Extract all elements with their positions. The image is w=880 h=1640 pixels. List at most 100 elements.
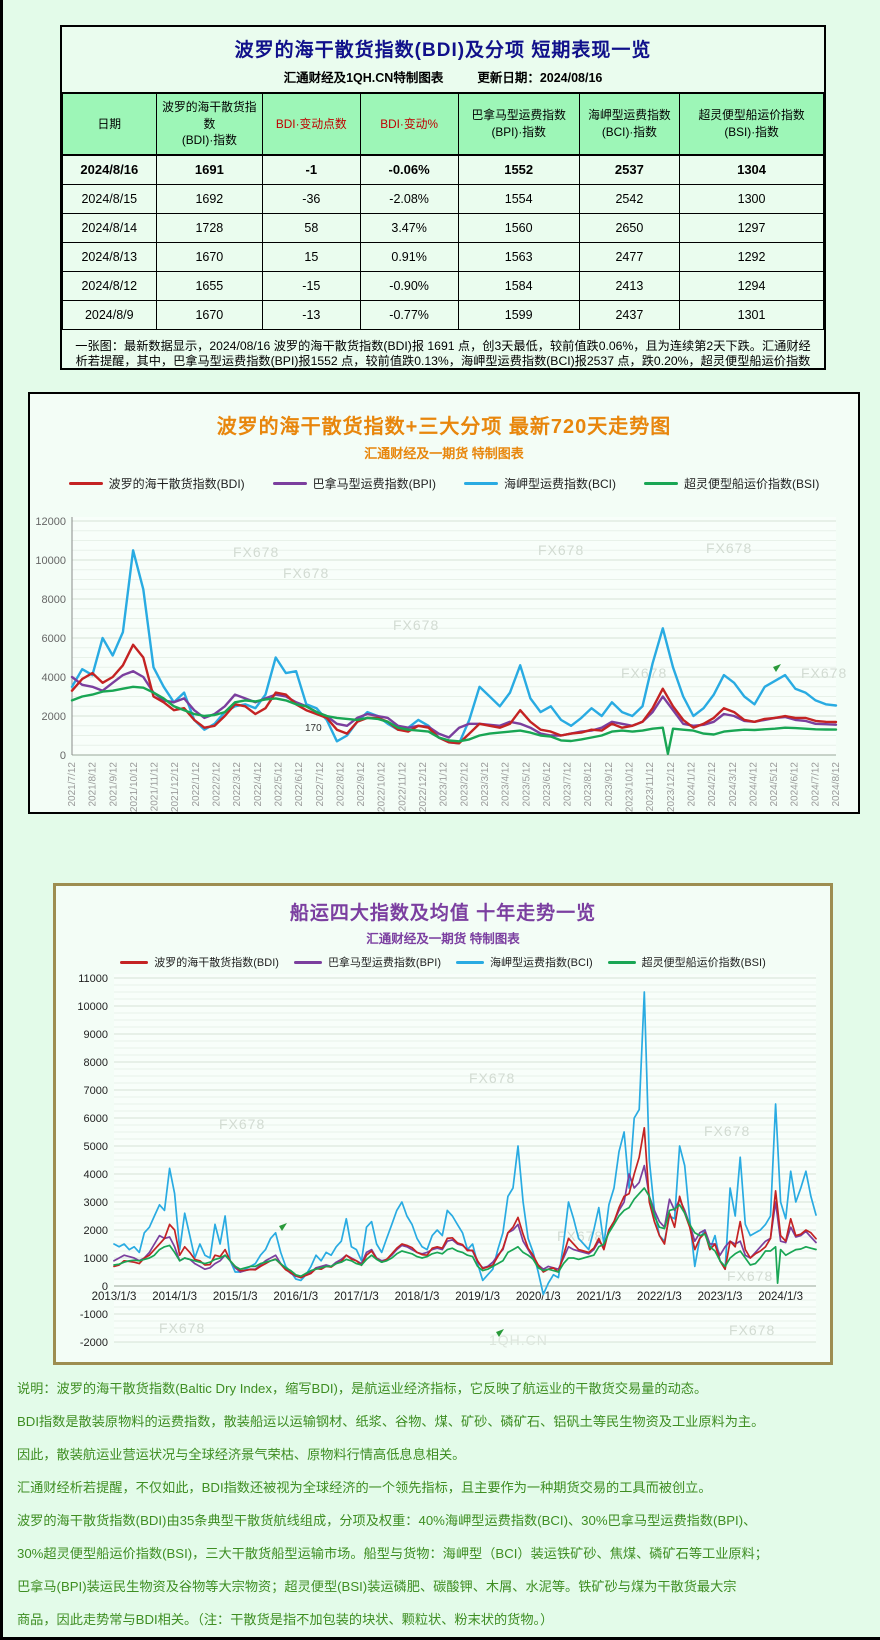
cursor-artifact-icon [496, 1329, 504, 1337]
x-axis-tick-label: 2024/8/12 [831, 762, 842, 807]
x-axis-tick-label: 2023/7/12 [563, 762, 574, 807]
column-header-bsi: 超灵便型船运价指数 (BSI)·指数 [679, 92, 824, 156]
cell-bsi: 1304 [679, 154, 824, 185]
column-header-bdi-change-pct: BDI·变动% [359, 92, 459, 156]
chart-10year-canvas: -2000 -1000 0 1000 2000 3000 4000 5000 6000 7000 8… [77, 974, 817, 1349]
cell-bci: 2650 [578, 212, 681, 243]
x-axis-tick-label: 2024/6/12 [790, 762, 801, 807]
explanation-line: 因此，散装航运业营运状况与全球经济景气荣枯、原物料行情高低息息相关。 [17, 1447, 466, 1462]
x-axis-tick-label: 2022/2/12 [212, 762, 223, 807]
y-axis-tick-label: 2000 [84, 1225, 108, 1237]
x-axis-tick-label: 2024/4/12 [748, 762, 759, 807]
column-header-bdi: 波罗的海干散货指数 (BDI)·指数 [155, 92, 264, 156]
cell-bdi: 1728 [155, 212, 264, 243]
x-axis-tick-label: 2023/8/12 [583, 762, 594, 807]
cell-change-points: -36 [262, 183, 361, 214]
y-axis-tick-label: 10000 [35, 555, 66, 567]
x-axis-tick-label: 2022/8/12 [335, 762, 346, 807]
y-axis-tick-label: -2000 [80, 1337, 108, 1349]
x-axis-tick-label: 2023/6/12 [542, 762, 553, 807]
legend-item-bpi: 巴拿马型运费指数(BPI) [293, 954, 441, 970]
cell-date: 2024/8/13 [62, 241, 157, 272]
x-axis-tick-label: 2022/7/12 [315, 762, 326, 807]
x-axis-tick-label: 2023/1/3 [698, 1291, 743, 1303]
x-axis-tick-label: 2023/3/12 [480, 762, 491, 807]
explanation-line: 说明：波罗的海干散货指数(Baltic Dry Index，缩写BDI)，是航运… [17, 1381, 708, 1396]
table-row: 2024/8/16 1691 -1 -0.06% 1552 2537 1304 [62, 154, 824, 185]
x-axis-tick-label: 2023/1/12 [439, 762, 450, 807]
explanation-line: 汇通财经析若提醒，不仅如此，BDI指数还被视为全球经济的一个领先指标，且主要作为… [17, 1480, 712, 1495]
x-axis-tick-label: 2024/1/3 [758, 1291, 803, 1303]
plot-background [114, 974, 816, 1342]
cell-bci: 2537 [578, 154, 681, 185]
legend-label: 巴拿马型运费指数(BPI) [327, 957, 441, 969]
x-axis-tick-label: 2024/3/12 [728, 762, 739, 807]
cell-change-points: -13 [262, 299, 361, 330]
legend-swatch-bsi [607, 960, 636, 964]
x-axis-tick-label: 2021/12/12 [170, 762, 181, 812]
bdi-table: 日期 波罗的海干散货指数 (BDI)·指数 BDI·变动点数 BDI·变动% 巴… [62, 92, 824, 330]
watermark: FX678 [706, 540, 752, 556]
x-axis-tick-label: 2022/1/3 [637, 1291, 682, 1303]
x-axis-tick-label: 2022/6/12 [294, 762, 305, 807]
cell-change-points: -15 [262, 270, 361, 301]
y-axis-tick-label: 1000 [84, 1253, 108, 1265]
x-axis-tick-label: 2024/5/12 [769, 762, 780, 807]
cell-bdi: 1692 [155, 183, 264, 214]
x-axis-tick-label: 2013/1/3 [92, 1291, 137, 1303]
watermark: FX678 [538, 542, 584, 558]
x-axis-tick-label: 2021/10/12 [129, 762, 140, 812]
table-row: 2024/8/12 1655 -15 -0.90% 1584 2413 1294 [62, 270, 824, 301]
chart-legend: 波罗的海干散货指数(BDI) 巴拿马型运费指数(BPI) 海岬型运费指数(BCI… [30, 475, 858, 492]
x-axis-tick-label: 2017/1/3 [334, 1291, 379, 1303]
y-axis-tick-label: 8000 [42, 594, 66, 606]
cell-bsi: 1294 [679, 270, 824, 301]
legend-label: 波罗的海干散货指数(BDI) [108, 477, 245, 491]
y-axis-tick-label: 8000 [84, 1057, 108, 1069]
cell-bci: 2437 [578, 299, 681, 330]
legend-label: 超灵便型船运价指数(BSI) [684, 477, 820, 491]
column-header-bci: 海岬型运费指数 (BCI)·指数 [578, 92, 681, 156]
watermark: FX678 [469, 1070, 515, 1086]
x-axis-tick-label: 2022/12/12 [418, 762, 429, 812]
panel-title: 波罗的海干散货指数(BDI)及分项 短期表现一览 [234, 40, 652, 61]
watermark: FX678 [283, 565, 329, 581]
panel-subtitle: 汇通财经及1QH.CN特制图表 更新日期：2024/08/16 [62, 67, 824, 86]
bdi-summary-panel: 波罗的海干散货指数(BDI)及分项 短期表现一览 汇通财经及1QH.CN特制图表… [60, 25, 826, 370]
cell-change-points: -1 [262, 154, 361, 185]
x-axis-tick-label: 2021/1/3 [576, 1291, 621, 1303]
legend-label: 海岬型运费指数(BCI) [504, 477, 616, 491]
y-axis-tick-label: -1000 [80, 1309, 108, 1321]
y-axis-tick-label: 4000 [84, 1169, 108, 1181]
column-header-bpi: 巴拿马型运费指数 (BPI)·指数 [457, 92, 580, 156]
y-axis-tick-label: 0 [60, 750, 66, 762]
watermark: FX678 [159, 1320, 205, 1336]
y-axis-tick-label: 12000 [35, 516, 66, 528]
x-axis-tick-label: 2014/1/3 [152, 1291, 197, 1303]
explanation-line: 商品，因此走势常与BDI相关。（注：干散货是指不加包装的块状、颗粒状、粉末状的货… [17, 1612, 554, 1627]
legend-swatch-bpi [272, 482, 307, 485]
x-axis-tick-label: 2023/2/12 [459, 762, 470, 807]
y-axis-tick-label: 11000 [78, 974, 108, 985]
table-row: 2024/8/13 1670 15 0.91% 1563 2477 1292 [62, 241, 824, 272]
explanation-line: 巴拿马(BPI)装运民生物资及谷物等大宗物资；超灵便型(BSI)装运磷肥、碳酸钾… [17, 1579, 737, 1594]
y-axis-tick-label: 7000 [84, 1085, 108, 1097]
cell-change-pct: 0.91% [359, 241, 459, 272]
legend-item-bdi: 波罗的海干散货指数(BDI) [120, 954, 279, 970]
cell-bpi: 1554 [457, 183, 580, 214]
cell-bci: 2542 [578, 183, 681, 214]
table-header-row: 日期 波罗的海干散货指数 (BDI)·指数 BDI·变动点数 BDI·变动% 巴… [62, 92, 824, 156]
legend-item-bsi: 超灵便型船运价指数(BSI) [644, 475, 819, 492]
watermark: FX678 [393, 617, 439, 633]
chart-legend: 波罗的海干散货指数(BDI) 巴拿马型运费指数(BPI) 海岬型运费指数(BCI… [56, 954, 830, 970]
x-axis-tick-label: 2024/2/12 [707, 762, 718, 807]
cell-bdi: 1691 [155, 154, 264, 185]
watermark: FX678 [801, 665, 847, 681]
cell-change-pct: -0.77% [359, 299, 459, 330]
series-line-3 [70, 685, 838, 756]
cell-change-pct: -2.08% [359, 183, 459, 214]
x-axis-tick-label: 2022/10/12 [377, 762, 388, 812]
stray-data-label: 170 [305, 723, 322, 734]
x-axis-tick-label: 2019/1/3 [455, 1291, 500, 1303]
